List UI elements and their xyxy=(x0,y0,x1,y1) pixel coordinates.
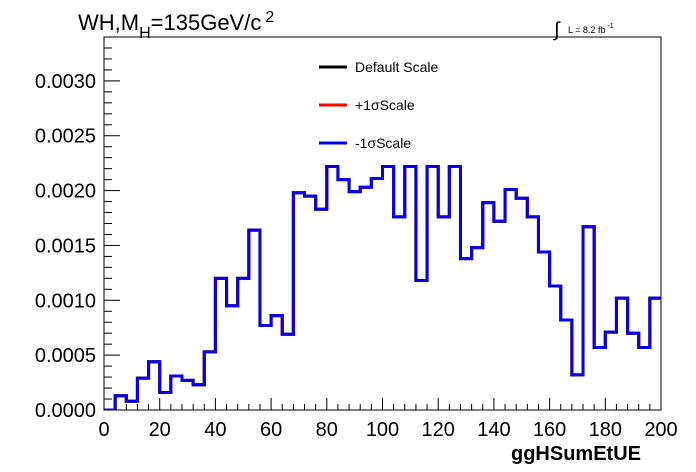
y-tick-label: 0.0030 xyxy=(35,71,96,93)
series--1-scale xyxy=(104,164,661,410)
luminosity-text: L = 8.2 fb -1 xyxy=(568,23,614,35)
legend-entry: +1σScale xyxy=(355,97,415,113)
y-tick-label: 0.0025 xyxy=(35,126,96,148)
y-tick-label: 0.0000 xyxy=(35,400,96,422)
chart-title: WH,MH=135GeV/c 2 xyxy=(78,9,274,42)
x-tick-label: 180 xyxy=(589,419,622,441)
x-tick-label: 160 xyxy=(533,419,566,441)
x-tick-label: 100 xyxy=(366,419,399,441)
y-tick-label: 0.0015 xyxy=(35,235,96,257)
y-tick-label: 0.0010 xyxy=(35,290,96,312)
x-tick-label: 120 xyxy=(422,419,455,441)
legend-entry: Default Scale xyxy=(355,59,438,75)
legend-entry: -1σScale xyxy=(355,135,411,151)
x-tick-label: 20 xyxy=(149,419,171,441)
x-tick-label: 60 xyxy=(260,419,282,441)
y-tick-label: 0.0020 xyxy=(35,181,96,203)
x-tick-label: 0 xyxy=(98,419,109,441)
y-tick-label: 0.0005 xyxy=(35,345,96,367)
legend: Default Scale +1σScale -1σScale xyxy=(319,59,438,151)
x-tick-label: 200 xyxy=(644,419,677,441)
series-layer xyxy=(104,164,661,410)
luminosity-label: ∫ L = 8.2 fb -1 xyxy=(553,19,614,41)
x-tick-label: 140 xyxy=(477,419,510,441)
x-axis-label: ggHSumEtUE xyxy=(511,443,641,465)
y-axis: 0.0000 0.0005 0.0010 0.0015 0.0020 0.0025 0.00… xyxy=(35,36,120,422)
x-tick-label: 80 xyxy=(316,419,338,441)
integral-symbol: ∫ xyxy=(553,19,561,41)
x-tick-label: 40 xyxy=(204,419,226,441)
x-axis: 0 20 40 60 80 100 120 140 160 180 200 xyxy=(98,398,678,441)
